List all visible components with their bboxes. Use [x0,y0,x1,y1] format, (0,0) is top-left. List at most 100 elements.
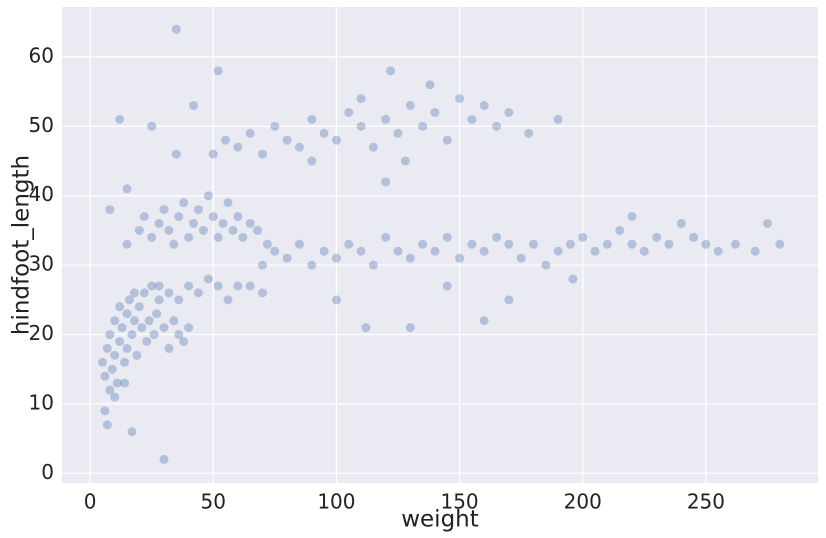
point [763,218,773,228]
point [307,156,317,166]
point [238,232,248,242]
point [282,135,292,145]
point [775,239,785,249]
point [319,246,329,256]
point [270,121,280,131]
point [386,66,396,76]
y-axis-label: hindfoot_length [9,155,35,335]
point [381,232,391,242]
point [223,295,233,305]
point [174,295,184,305]
point [171,24,181,34]
point [147,232,157,242]
point [184,281,194,291]
point [331,253,341,263]
point [516,253,526,263]
point [122,239,132,249]
point [127,427,137,437]
point [105,385,115,395]
y-tick-label: 20 [29,321,54,345]
point [258,260,268,270]
x-tick-label: 0 [84,490,97,514]
point [203,191,213,201]
point [144,316,154,326]
point [154,295,164,305]
point [294,239,304,249]
point [169,316,179,326]
point [430,107,440,117]
point [524,128,534,138]
point [245,128,255,138]
point [331,295,341,305]
point [164,225,174,235]
point [361,323,371,333]
point [159,205,169,215]
point [112,378,122,388]
x-axis-label: weight [401,507,479,533]
point [344,239,354,249]
point [565,239,575,249]
point [381,177,391,187]
point [115,302,125,312]
point [258,288,268,298]
point [270,246,280,256]
point [553,246,563,256]
point [664,239,674,249]
point [233,281,243,291]
point [492,121,502,131]
point [147,281,157,291]
point [344,107,354,117]
point [134,302,144,312]
point [479,316,489,326]
point [479,101,489,111]
point [129,288,139,298]
y-tick-label: 50 [29,113,54,137]
point [442,232,452,242]
point [504,239,514,249]
point [139,288,149,298]
point [179,198,189,208]
point [442,135,452,145]
point [627,239,637,249]
point [107,364,117,374]
point [100,406,110,416]
point [221,135,231,145]
point [627,212,637,222]
point [164,288,174,298]
y-tick-label: 10 [29,390,54,414]
point [115,336,125,346]
point [504,295,514,305]
point [455,253,465,263]
point [282,253,292,263]
point [750,246,760,256]
point [467,114,477,124]
point [122,309,132,319]
point [615,225,625,235]
point [590,246,600,256]
point [701,239,711,249]
point [159,454,169,464]
point [223,198,233,208]
point [689,232,699,242]
point [307,114,317,124]
point [127,330,137,340]
y-tick-label: 30 [29,252,54,276]
point [164,343,174,353]
point [400,156,410,166]
point [652,232,662,242]
point [294,142,304,152]
point [578,232,588,242]
x-tick-label: 250 [687,490,725,514]
point [730,239,740,249]
point [203,274,213,284]
point [142,336,152,346]
point [504,107,514,117]
point [228,225,238,235]
point [233,142,243,152]
point [425,80,435,90]
point [120,378,130,388]
x-tick-label: 50 [201,490,226,514]
point [171,149,181,159]
point [169,239,179,249]
point [418,121,428,131]
